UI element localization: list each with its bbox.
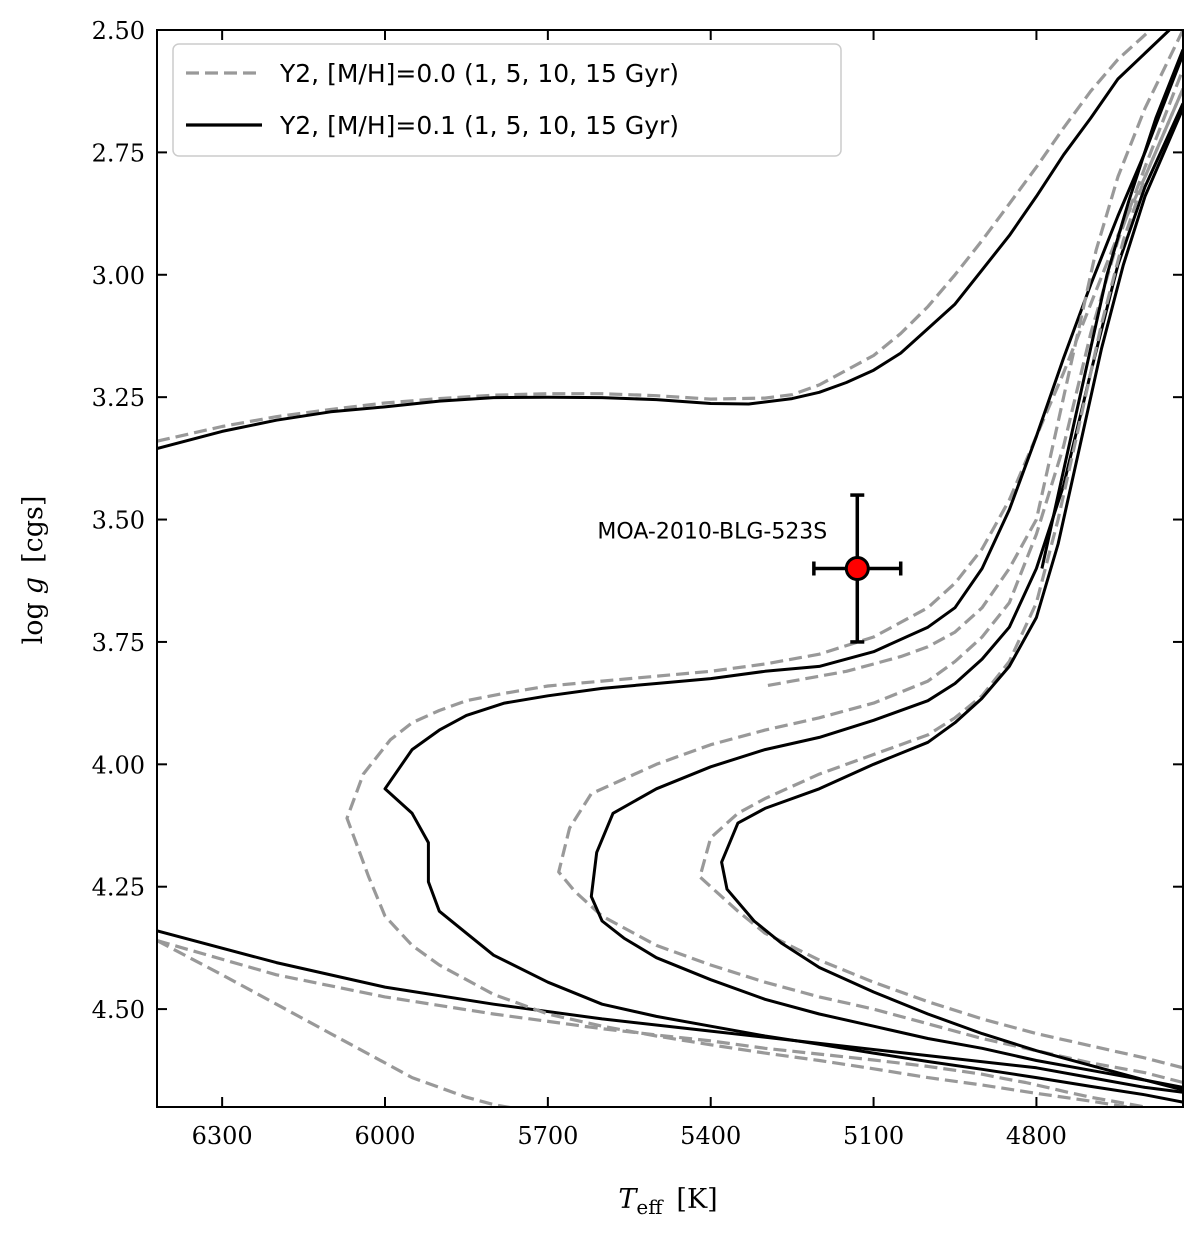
y-tick-label: 2.50 [92,17,145,45]
x-tick-label: 5400 [680,1122,741,1150]
plot-background [157,30,1183,1107]
isochrone-line-10 [720,107,1183,1092]
legend-box [172,43,842,157]
x-axis-title: Teff [K] [618,1184,717,1219]
legend-label: Y2, [M/H]=0.0 (1, 5, 10, 15 Gyr) [279,59,679,88]
x-tick-label: 4800 [1006,1122,1067,1150]
x-tick-label: 5700 [517,1122,578,1150]
axis-ticks: 6300 6000 5700 5400 5100 4800 2.50 2.75 3.00 3.25… [92,17,1184,1150]
isochrone-line-2 [157,939,1153,1107]
isochrone-line-1 [157,30,1171,451]
y-tick-label: 4.00 [92,751,145,779]
plot-frame [156,29,1184,1108]
y-tick-label: 3.25 [92,384,145,412]
x-tick-label: 6000 [354,1122,415,1150]
isochrone-line-11 [764,30,1183,688]
isochrone-line-9 [698,88,1183,1070]
isochrone-curves [157,30,1183,1107]
legend: Y2, [M/H]=0.0 (1, 5, 10, 15 Gyr) Y2, [M/H… [172,43,842,157]
data-point-group: MOA-2010-BLG-523S [597,493,903,644]
legend-label: Y2, [M/H]=0.1 (1, 5, 10, 15 Gyr) [279,111,679,140]
target-star-label: MOA-2010-BLG-523S [597,520,827,545]
isochrone-line-6 [383,53,1183,1104]
y-tick-label: 3.50 [92,507,145,535]
isochrone-line-0 [157,30,1152,443]
isochrone-line-8 [589,102,1183,1089]
x-tick-label: 5100 [843,1122,904,1150]
isochrone-line-12 [1040,49,1183,569]
y-tick-label: 3.75 [92,629,145,657]
y-tick-label: 4.50 [92,996,145,1024]
isochrone-line-7 [557,68,1183,1085]
plot-area [157,30,1183,1107]
x-tick-label: 6300 [192,1122,253,1150]
y-tick-label: 4.25 [92,874,145,902]
isochrone-line-5 [345,88,1183,1107]
y-tick-label: 3.00 [92,262,145,290]
y-tick-label: 2.75 [92,139,145,167]
y-axis-title: logg[cgs] [18,496,49,645]
target-star-marker [844,556,870,581]
